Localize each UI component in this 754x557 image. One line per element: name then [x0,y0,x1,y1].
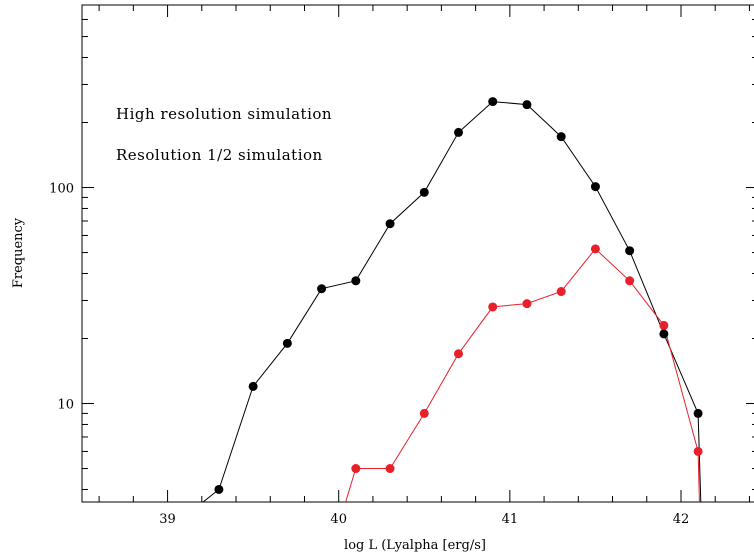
legend-entry-high-resolution: High resolution simulation [116,105,332,123]
data-point-series-1 [351,464,361,474]
data-point-series-1 [625,276,635,286]
x-tick-label: 41 [502,512,519,527]
data-point-series-1 [659,320,669,330]
data-point-series-0 [214,484,224,494]
data-point-series-1 [693,446,703,456]
data-point-series-0 [419,187,429,197]
x-tick-labels: 39 40 41 42 [159,512,689,527]
x-tick-label: 39 [159,512,176,527]
y-tick-label: 10 [57,398,74,413]
data-point-series-0 [454,127,464,137]
y-tick-label: 100 [49,182,74,197]
data-point-series-0 [625,246,635,256]
data-point-series-0 [248,381,258,391]
data-point-series-1 [419,408,429,418]
plot-frame [81,4,754,503]
series-lines [202,101,702,502]
data-point-series-0 [693,408,703,418]
y-axis-label: Frequency [11,217,26,288]
data-point-series-0 [659,329,669,339]
data-point-series-0 [385,219,395,229]
legend-entry-half-resolution: Resolution 1/2 simulation [116,146,323,164]
data-point-series-1 [590,244,600,254]
x-tick-label: 40 [330,512,347,527]
data-point-series-0 [351,276,361,286]
data-point-series-0 [556,132,566,142]
series-line-1 [345,248,700,502]
data-point-series-1 [454,349,464,359]
data-point-series-0 [282,338,292,348]
series-line-0 [202,101,702,502]
x-axis-label: log L (Lyalpha [erg/s] [344,538,486,553]
data-point-series-1 [488,302,498,312]
data-point-series-0 [590,182,600,192]
y-tick-labels: 10 100 [49,182,74,413]
minor-ticks [82,4,754,502]
data-point-series-0 [317,284,327,294]
data-point-series-0 [488,97,498,107]
data-point-series-0 [522,100,532,110]
data-point-series-1 [385,464,395,474]
series-points [214,97,703,494]
data-point-series-1 [522,299,532,309]
x-tick-label: 42 [673,512,690,527]
data-point-series-1 [556,287,566,297]
